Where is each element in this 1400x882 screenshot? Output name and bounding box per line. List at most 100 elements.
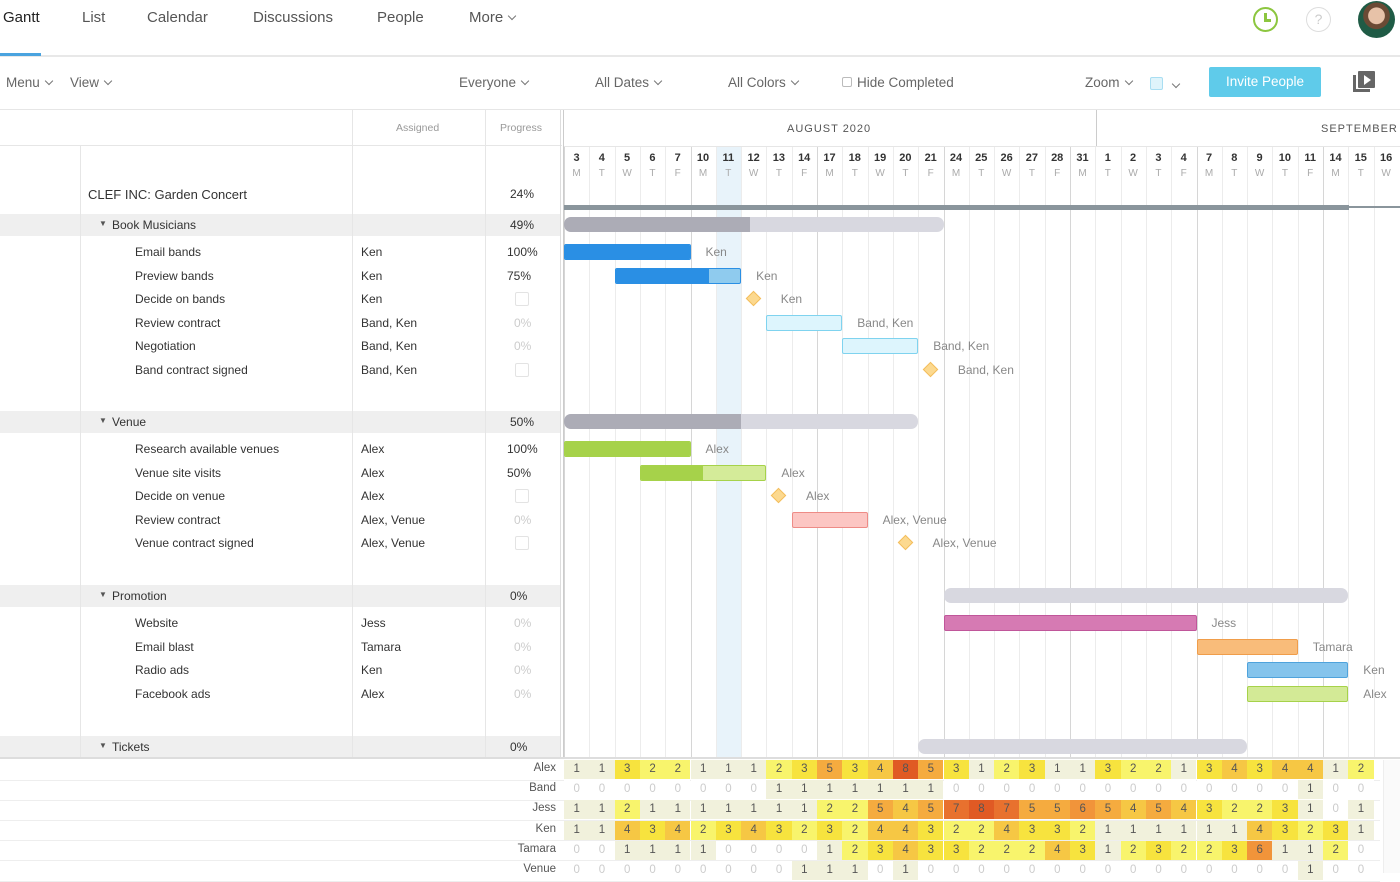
task-assigned[interactable]: Alex [361, 465, 385, 480]
task-assigned[interactable]: Tamara [361, 639, 402, 654]
help-icon[interactable]: ? [1306, 7, 1331, 32]
color-picker[interactable] [1150, 77, 1181, 93]
milestone-diamond[interactable] [897, 535, 913, 551]
task-assigned[interactable]: Alex [361, 442, 385, 456]
hide-completed-toggle[interactable]: Hide Completed [842, 75, 954, 90]
task-assigned[interactable]: Alex, Venue [361, 536, 426, 551]
view-dropdown[interactable]: View [70, 75, 113, 90]
task-progress[interactable]: 0% [514, 639, 532, 654]
task-bar[interactable] [1247, 685, 1349, 702]
tab-calendar[interactable]: Calendar [147, 9, 208, 26]
group-name[interactable]: Venue [112, 415, 147, 429]
group-summary-bar[interactable] [564, 217, 944, 232]
task-name[interactable]: Email blast [135, 639, 194, 654]
tab-discussions[interactable]: Discussions [253, 9, 334, 26]
task-progress[interactable]: 0% [514, 315, 532, 330]
zoom-dropdown[interactable]: Zoom [1085, 75, 1133, 90]
colors-filter[interactable]: All Colors [728, 75, 800, 90]
milestone-checkbox[interactable] [515, 489, 529, 504]
task-progress[interactable]: 50% [507, 465, 532, 480]
everyone-filter[interactable]: Everyone [459, 75, 530, 90]
play-slideshow-icon[interactable] [1353, 71, 1375, 93]
invite-people-button[interactable]: Invite People [1209, 67, 1321, 97]
task-name[interactable]: Review contract [135, 315, 221, 330]
project-name[interactable]: CLEF INC: Garden Concert [88, 187, 247, 202]
tab-people[interactable]: People [377, 9, 424, 26]
task-assigned[interactable]: Alex [361, 686, 385, 701]
workload-scrollbar[interactable] [1383, 760, 1400, 873]
task-name[interactable]: Negotiation [135, 339, 196, 354]
milestone-checkbox[interactable] [515, 536, 529, 551]
task-name[interactable]: Decide on venue [135, 489, 226, 504]
workload-divider[interactable] [0, 757, 1400, 759]
task-assigned[interactable]: Band, Ken [361, 315, 418, 330]
group-row[interactable] [0, 214, 560, 236]
task-bar[interactable] [1196, 638, 1298, 655]
collapse-triangle-icon[interactable]: ▼ [99, 219, 107, 228]
task-progress[interactable]: 0% [514, 339, 532, 354]
task-assigned[interactable]: Ken [361, 245, 383, 259]
collapse-triangle-icon[interactable]: ▼ [99, 590, 107, 599]
task-assigned[interactable]: Ken [361, 268, 383, 283]
milestone-checkbox[interactable] [515, 292, 529, 307]
group-name[interactable]: Promotion [112, 589, 167, 603]
task-progress[interactable]: 0% [514, 663, 532, 678]
tab-more[interactable]: More [469, 9, 517, 26]
task-progress[interactable]: 0% [514, 686, 532, 701]
task-bar[interactable] [842, 338, 919, 355]
task-bar[interactable] [614, 267, 742, 284]
task-assigned[interactable]: Ken [361, 292, 383, 307]
task-name[interactable]: Band contract signed [135, 363, 248, 377]
task-assigned[interactable]: Alex, Venue [361, 512, 426, 527]
task-name[interactable]: Decide on bands [135, 292, 226, 307]
task-name[interactable]: Venue contract signed [135, 536, 254, 551]
clock-icon[interactable] [1253, 7, 1278, 32]
group-row[interactable] [0, 411, 560, 433]
task-assigned[interactable]: Band, Ken [361, 339, 418, 354]
task-progress[interactable]: 100% [507, 245, 538, 259]
task-name[interactable]: Email bands [135, 245, 202, 259]
milestone-checkbox[interactable] [515, 363, 529, 377]
task-bar[interactable] [766, 314, 843, 331]
hide-completed-checkbox[interactable] [842, 77, 852, 87]
avatar[interactable] [1358, 1, 1395, 38]
milestone-diamond[interactable] [922, 361, 939, 378]
group-row[interactable] [0, 736, 560, 758]
task-assigned[interactable]: Alex [361, 489, 385, 504]
tab-gantt[interactable]: Gantt [3, 9, 40, 26]
task-name[interactable]: Facebook ads [135, 686, 211, 701]
collapse-triangle-icon[interactable]: ▼ [99, 741, 107, 750]
milestone-diamond[interactable] [770, 487, 787, 504]
task-bar[interactable] [791, 511, 868, 528]
task-assigned[interactable]: Ken [361, 663, 383, 678]
group-summary-bar[interactable] [943, 588, 1349, 603]
task-assigned[interactable]: Jess [361, 616, 386, 630]
group-name[interactable]: Tickets [112, 740, 150, 754]
task-name[interactable]: Website [135, 616, 179, 630]
task-progress[interactable]: 0% [514, 512, 532, 527]
task-bar[interactable] [639, 464, 767, 481]
task-progress[interactable]: 0% [514, 616, 532, 630]
group-row[interactable] [0, 585, 560, 607]
task-name[interactable]: Radio ads [135, 663, 190, 678]
menu-dropdown[interactable]: Menu [6, 75, 54, 90]
collapse-triangle-icon[interactable]: ▼ [99, 416, 107, 425]
group-name[interactable]: Book Musicians [112, 218, 197, 232]
task-bar[interactable] [943, 615, 1197, 631]
milestone-diamond[interactable] [745, 290, 762, 307]
task-name[interactable]: Review contract [135, 512, 221, 527]
workload-cell: 0 [1348, 780, 1374, 800]
task-bar[interactable] [564, 244, 691, 260]
group-summary-bar[interactable] [564, 414, 919, 429]
task-progress[interactable]: 100% [507, 442, 538, 456]
task-assigned[interactable]: Band, Ken [361, 363, 418, 377]
group-summary-bar[interactable] [918, 739, 1248, 754]
tab-list[interactable]: List [82, 9, 106, 26]
task-name[interactable]: Venue site visits [135, 465, 222, 480]
task-progress[interactable]: 75% [507, 268, 532, 283]
task-name[interactable]: Preview bands [135, 268, 214, 283]
task-name[interactable]: Research available venues [135, 442, 280, 456]
task-bar[interactable] [1247, 662, 1349, 679]
dates-filter[interactable]: All Dates [595, 75, 663, 90]
task-bar[interactable] [564, 441, 691, 457]
